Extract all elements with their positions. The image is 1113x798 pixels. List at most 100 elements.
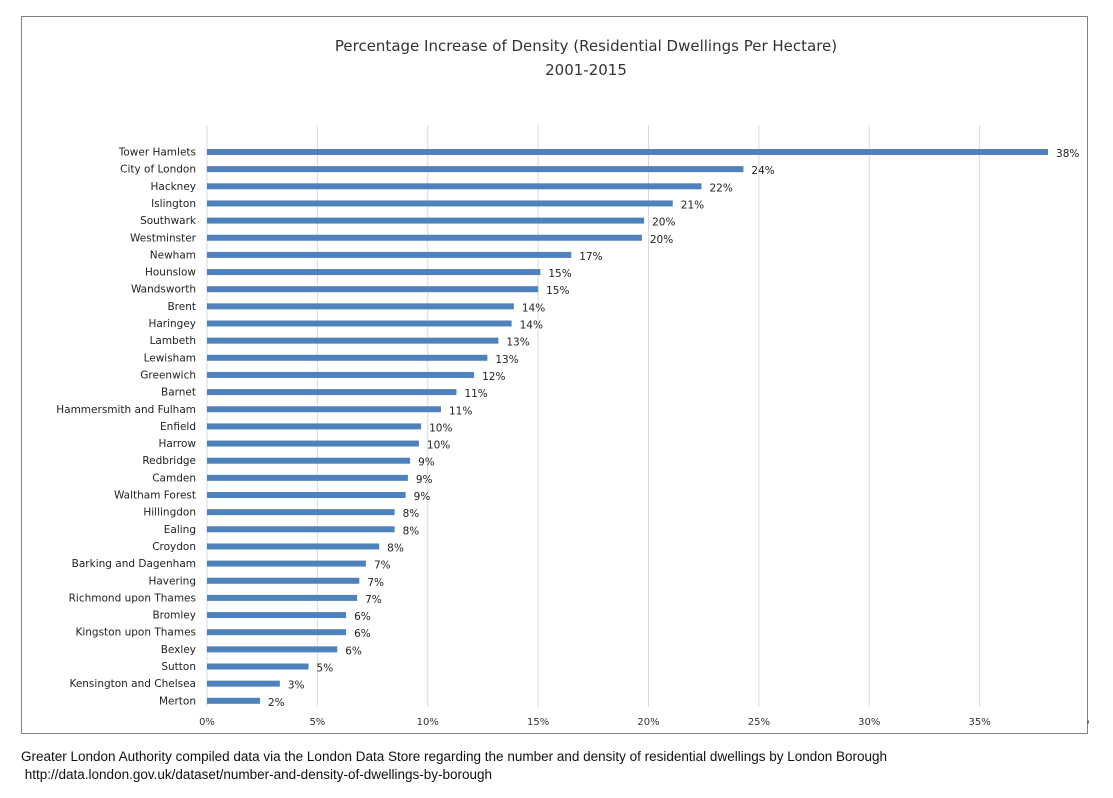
x-tick-label: 35% xyxy=(969,717,991,728)
value-labels: 38%24%22%21%20%20%17%15%15%14%14%13%13%1… xyxy=(268,148,1079,709)
category-label: Haringey xyxy=(148,318,196,330)
x-tick-label: 20% xyxy=(637,717,659,728)
bars xyxy=(207,149,1049,704)
x-tick-label: 0% xyxy=(199,717,215,728)
category-label: Camden xyxy=(152,472,196,484)
bar xyxy=(207,166,744,173)
category-label: Hackney xyxy=(150,181,196,193)
bar xyxy=(207,286,539,293)
value-label: 10% xyxy=(429,422,452,434)
source-url: http://data.london.gov.uk/dataset/number… xyxy=(21,767,493,782)
bar xyxy=(207,526,395,533)
bar xyxy=(207,492,406,498)
category-label: Bromley xyxy=(152,610,196,622)
value-label: 10% xyxy=(427,440,450,452)
bar xyxy=(207,646,338,653)
category-label: Southwark xyxy=(140,215,197,227)
value-label: 24% xyxy=(751,165,774,177)
value-label: 9% xyxy=(418,457,435,469)
value-label: 13% xyxy=(506,337,529,349)
chart-title: Percentage Increase of Density (Resident… xyxy=(335,37,837,55)
category-label: Sutton xyxy=(161,661,196,673)
chart-subtitle: 2001-2015 xyxy=(545,61,627,79)
x-tick-label: 25% xyxy=(748,717,770,728)
value-label: 8% xyxy=(403,525,420,537)
value-label: 3% xyxy=(288,680,305,692)
category-label: Lambeth xyxy=(150,335,196,347)
category-label: Barnet xyxy=(161,387,196,399)
bar xyxy=(207,303,514,310)
bar xyxy=(207,371,475,378)
category-label: Ealing xyxy=(164,524,196,536)
gridlines xyxy=(206,125,981,707)
bar xyxy=(207,629,347,636)
bar xyxy=(207,389,457,396)
category-label: City of London xyxy=(120,164,196,176)
x-tick-label: 5% xyxy=(309,717,325,728)
bar xyxy=(207,680,280,687)
value-label: 15% xyxy=(546,285,569,297)
category-label: Hammersmith and Fulham xyxy=(56,404,196,416)
bar xyxy=(207,149,1049,155)
value-label: 20% xyxy=(652,217,675,229)
bar xyxy=(207,354,488,361)
category-label: Barking and Dagenham xyxy=(72,558,196,570)
category-label: Islington xyxy=(151,198,196,210)
value-label: 6% xyxy=(345,645,362,657)
bar xyxy=(207,543,380,550)
value-label: 12% xyxy=(482,371,505,383)
category-label: Kensington and Chelsea xyxy=(69,678,196,690)
value-label: 11% xyxy=(464,388,487,400)
source-caption: Greater London Authority compiled data v… xyxy=(21,749,888,764)
x-axis-ticks: 0% 5% 10% 15% 20% 25% 30% 35% 4 xyxy=(199,717,1089,728)
value-label: 6% xyxy=(354,611,371,623)
value-label: 22% xyxy=(709,182,732,194)
bar xyxy=(207,509,395,516)
bar xyxy=(207,269,541,276)
bar xyxy=(207,457,411,464)
value-label: 14% xyxy=(522,302,545,314)
category-label: Hillingdon xyxy=(143,507,196,519)
bar xyxy=(207,234,642,241)
value-label: 7% xyxy=(367,577,384,589)
x-tick-label: 30% xyxy=(858,717,880,728)
bar xyxy=(207,423,422,430)
value-label: 21% xyxy=(681,199,704,211)
bar xyxy=(207,697,260,704)
chart-area: Percentage Increase of Density (Resident… xyxy=(21,16,1089,734)
value-label: 11% xyxy=(449,405,472,417)
category-label: Waltham Forest xyxy=(114,490,196,502)
category-label: Westminster xyxy=(130,232,197,244)
bar xyxy=(207,251,572,258)
x-tick-label: 15% xyxy=(527,717,549,728)
value-label: 6% xyxy=(354,628,371,640)
bar xyxy=(207,406,441,413)
bar xyxy=(207,217,645,224)
bar xyxy=(207,594,358,601)
value-label: 38% xyxy=(1056,148,1079,160)
value-label: 8% xyxy=(403,508,420,520)
bar xyxy=(207,577,360,584)
bar xyxy=(207,200,673,207)
category-label: Harrow xyxy=(158,438,196,450)
category-label: Merton xyxy=(159,695,196,707)
category-label: Croydon xyxy=(152,541,196,553)
value-label: 20% xyxy=(650,234,673,246)
value-label: 13% xyxy=(495,354,518,366)
bar xyxy=(207,440,419,447)
bar xyxy=(207,612,347,619)
value-label: 2% xyxy=(268,697,285,709)
category-label: Tower Hamlets xyxy=(118,147,196,159)
category-labels: Tower Hamlets City of London Hackney Isling… xyxy=(56,147,197,708)
value-label: 14% xyxy=(520,320,543,332)
value-label: 9% xyxy=(414,491,431,503)
category-label: Redbridge xyxy=(142,455,196,467)
x-tick-label: 4 xyxy=(1087,717,1089,728)
category-label: Havering xyxy=(148,575,196,587)
category-label: Newham xyxy=(150,249,196,261)
bar-chart: Percentage Increase of Density (Resident… xyxy=(56,37,1089,728)
category-label: Lewisham xyxy=(144,352,196,364)
bar xyxy=(207,337,499,344)
bar xyxy=(207,663,309,670)
value-label: 9% xyxy=(416,474,433,486)
